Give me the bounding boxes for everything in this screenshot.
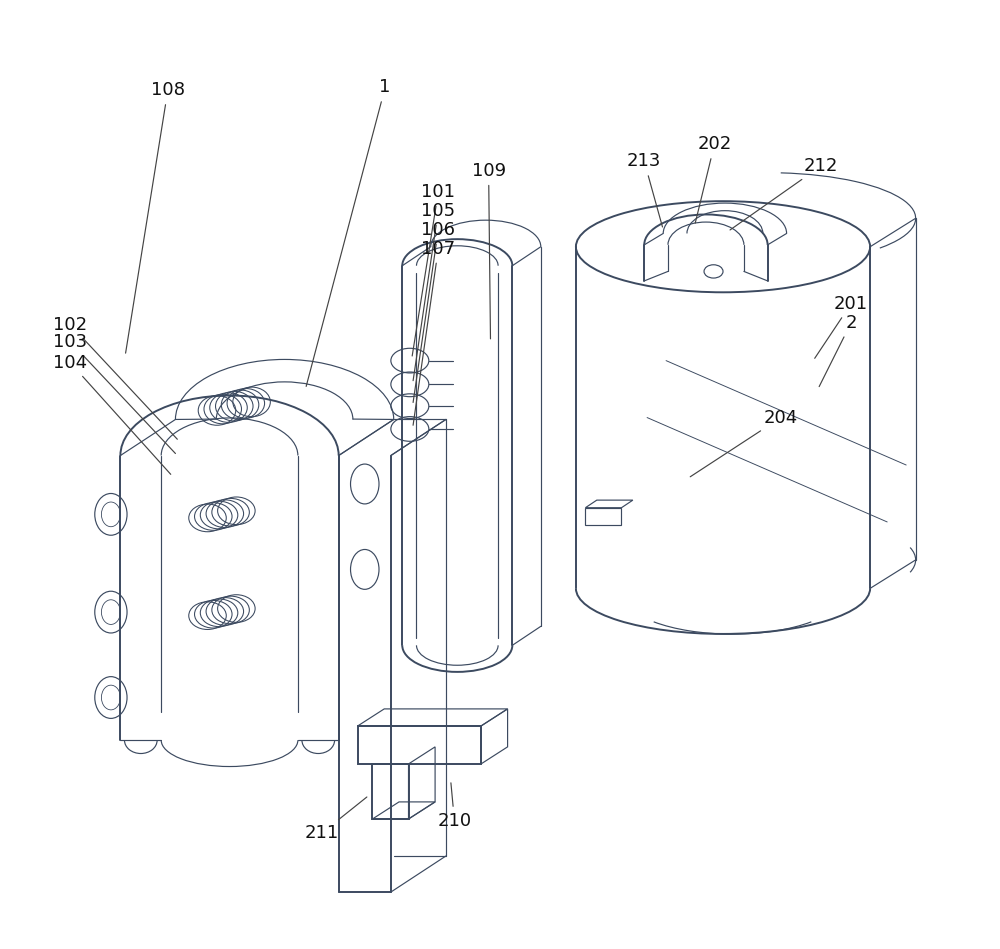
Text: 211: 211 bbox=[304, 797, 367, 842]
Text: 101: 101 bbox=[412, 183, 455, 356]
Text: 108: 108 bbox=[126, 82, 185, 353]
Text: 210: 210 bbox=[437, 783, 472, 829]
Text: 213: 213 bbox=[627, 153, 662, 227]
Text: 103: 103 bbox=[53, 333, 175, 454]
Text: 202: 202 bbox=[695, 136, 732, 223]
Text: 106: 106 bbox=[413, 221, 455, 402]
Text: 201: 201 bbox=[815, 295, 868, 359]
Text: 104: 104 bbox=[53, 354, 171, 474]
Text: 107: 107 bbox=[413, 240, 455, 425]
Text: 2: 2 bbox=[819, 314, 857, 386]
Text: 105: 105 bbox=[413, 202, 455, 381]
Text: 1: 1 bbox=[306, 79, 391, 386]
Text: 212: 212 bbox=[730, 158, 838, 230]
Text: 102: 102 bbox=[53, 316, 177, 439]
Text: 109: 109 bbox=[472, 162, 506, 339]
Text: 204: 204 bbox=[690, 409, 798, 476]
